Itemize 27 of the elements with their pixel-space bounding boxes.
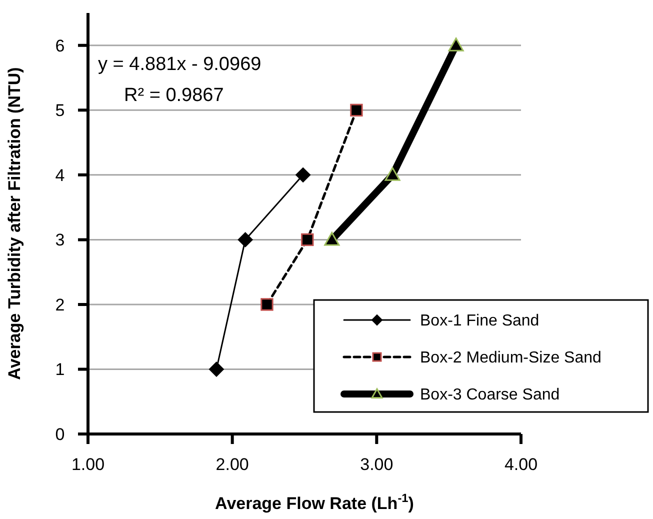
point: [448, 38, 464, 52]
x-tick-label: 3.00: [360, 455, 394, 474]
x-tick-label: 1.00: [71, 455, 105, 474]
point: [384, 167, 400, 181]
legend-label: Box-2 Medium-Size Sand: [420, 350, 602, 367]
point: [208, 362, 224, 377]
y-tick-label: 4: [55, 166, 65, 185]
annotation: R² = 0.9867: [124, 85, 224, 106]
x-tick-label: 2.00: [216, 455, 249, 474]
point: [350, 104, 363, 117]
point: [301, 233, 314, 246]
y-tick-label: 5: [55, 101, 65, 120]
annotation: y = 4.881x - 9.0969: [98, 54, 262, 75]
y-tick-label: 2: [55, 295, 65, 314]
y-tick-label: 0: [55, 424, 65, 444]
x-tick-label: 4.00: [504, 455, 538, 474]
y-tick-label: 3: [55, 230, 65, 250]
point: [238, 232, 253, 248]
legend-label: Box-3 Coarse Sand: [420, 386, 560, 404]
x-axis-title: Average Flow Rate (Lh$^{-1}$): [215, 491, 414, 513]
y-axis-title: Average Turbidity after Filtration (NTU): [5, 67, 24, 380]
point: [324, 232, 340, 246]
point: [260, 298, 274, 311]
y-tick-label: 6: [55, 36, 65, 56]
y-tick-label: 1: [55, 360, 65, 380]
point: [296, 167, 311, 182]
legend-label: Box-1 Fine Sand: [420, 312, 540, 330]
